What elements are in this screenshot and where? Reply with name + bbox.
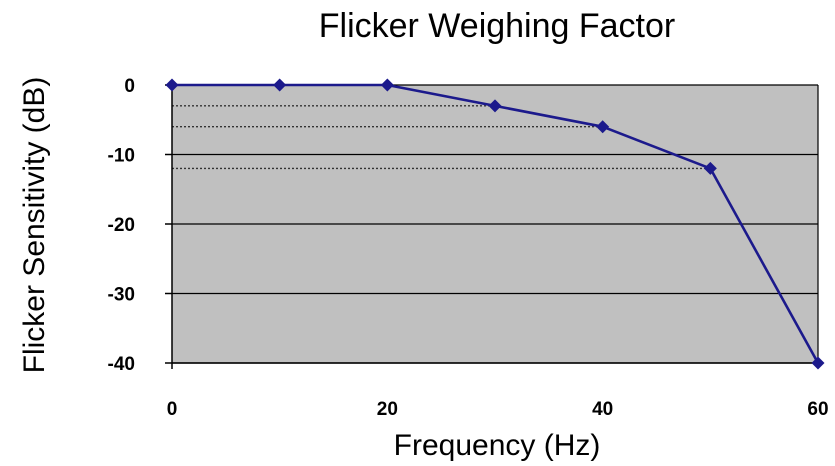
y-tick-label: -20 [108,215,135,236]
x-tick-label: 40 [592,399,613,420]
data-point [488,99,502,113]
data-point [596,120,610,134]
data-point [703,161,717,175]
x-tick-label: 0 [167,399,178,420]
y-tick-label: -40 [108,354,135,375]
x-axis-label: Frequency (Hz) [394,429,601,462]
plot-area: 0 -10 -20 -30 -40 0 20 40 60 [108,76,829,420]
x-tick-label: 20 [377,399,398,420]
x-tick-label: 60 [807,399,828,420]
chart-title: Flicker Weighing Factor [319,7,676,45]
data-point [165,78,179,92]
data-point [380,78,394,92]
data-point [811,356,825,370]
y-axis-label: Flicker Sensitivity (dB) [18,77,51,374]
y-tick-label: -30 [108,285,135,306]
y-tick-label: 0 [124,76,135,97]
y-tick-label: -10 [108,146,135,167]
data-point [273,78,287,92]
